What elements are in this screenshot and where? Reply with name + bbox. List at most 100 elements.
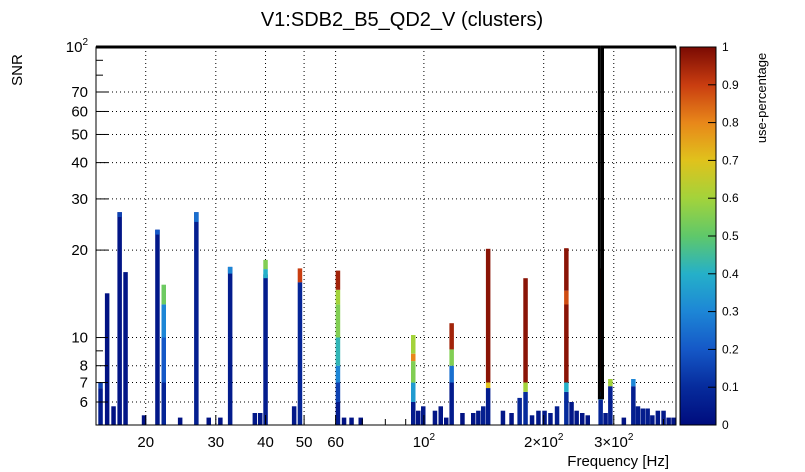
heatmap-cell [460, 413, 465, 425]
heatmap-cell [161, 284, 166, 305]
heatmap-cell [449, 349, 454, 366]
heatmap-cell [335, 382, 341, 402]
heatmap-cell [141, 415, 147, 425]
heatmap-cell [411, 382, 416, 402]
y-tick-label: 40 [71, 155, 88, 172]
x-tick-label: 50 [296, 434, 313, 451]
heatmap-cell [263, 274, 268, 425]
heatmap-cell [564, 304, 569, 383]
heatmap-cell [263, 269, 268, 279]
heatmap-cell [580, 413, 585, 425]
heatmap-cell [564, 248, 569, 291]
x-tick-label: 60 [327, 434, 344, 451]
heatmap-cell [564, 290, 569, 305]
plot-frame-background [96, 47, 676, 425]
heatmap-cell [444, 417, 449, 425]
heatmap-cell [471, 413, 476, 425]
heatmap-cell [523, 382, 528, 392]
heatmap-cell [554, 406, 560, 425]
heatmap-cell [485, 248, 491, 383]
heatmap-cell [123, 272, 128, 425]
colorbar-tick-label: 0.8 [722, 116, 739, 130]
heatmap-cell [529, 415, 535, 425]
y-tick-label: 102 [66, 37, 89, 56]
heatmap-cell [621, 417, 627, 425]
heatmap-cell [603, 413, 608, 425]
colorbar-tick-label: 0.1 [722, 380, 739, 394]
heatmap-cell [640, 408, 646, 425]
heatmap-cell [291, 406, 297, 425]
heatmap-cell [585, 415, 590, 425]
heatmap-cell [117, 212, 122, 425]
heatmap-cell [411, 361, 416, 383]
heatmap-cell [258, 413, 263, 425]
heatmap-cell [98, 382, 103, 388]
heatmap-cell [297, 268, 303, 283]
y-tick-label: 20 [71, 242, 88, 259]
heatmap-cell [485, 388, 491, 425]
heatmap-cell [411, 353, 416, 362]
heatmap-cell [635, 406, 641, 425]
heatmap-cell [335, 337, 341, 366]
y-tick-label: 70 [71, 84, 88, 101]
plot-frame [95, 46, 677, 426]
heatmap-cell [476, 410, 481, 425]
chart-title: V1:SDB2_B5_QD2_V (clusters) [261, 9, 543, 31]
x-tick-label: 40 [257, 434, 274, 451]
heatmap-cell [411, 402, 416, 425]
colorbar-tick-label: 0.7 [722, 153, 739, 167]
heatmap-cell [297, 282, 303, 425]
colorbar-tick-label: 1 [722, 40, 729, 54]
heatmap-cell [335, 365, 341, 383]
y-tick-label: 10 [71, 330, 88, 347]
heatmap-cell [598, 399, 603, 425]
heatmap-cell [416, 410, 421, 425]
heatmap-cell [481, 406, 486, 425]
x-tick-label: 102 [413, 432, 436, 451]
heatmap-cell [523, 391, 528, 425]
heatmap-cell [671, 417, 676, 425]
colorbar-tick-label: 0.9 [722, 78, 739, 92]
heatmap-cell [411, 335, 416, 354]
y-tick-label: 30 [71, 191, 88, 208]
heatmap-cell [569, 402, 574, 425]
heatmap-cell [421, 406, 426, 425]
heatmap-cell [432, 410, 438, 425]
x-axis-label: Frequency [Hz] [567, 453, 669, 470]
colorbar-tick-label: 0.5 [722, 229, 739, 243]
heatmap-cell [574, 410, 579, 425]
colorbar-tick-label: 0 [722, 418, 729, 432]
heatmap-cell [517, 397, 522, 425]
heatmap-cell [608, 379, 613, 387]
heatmap-cell [523, 278, 528, 383]
heatmap-cell [536, 410, 541, 425]
x-tick-label: 20 [137, 434, 154, 451]
heatmap-cell [335, 289, 341, 305]
heatmap-cell [155, 229, 160, 235]
colorbar-ticks: 0 0.1 0.2 0.3 0.4 0.5 0.6 0.7 0.8 0.9 1 [708, 40, 739, 432]
heatmap-cell [542, 410, 547, 425]
heatmap-cell [349, 417, 354, 425]
heatmap-cell [177, 417, 183, 425]
x-tick-label: 2×102 [524, 432, 564, 451]
heatmap-cell [335, 402, 341, 425]
x-tick-label: 3×102 [594, 432, 634, 451]
heatmap-cell [227, 266, 233, 274]
heatmap-cell [227, 266, 233, 425]
colorbar-tick-label: 0.2 [722, 342, 739, 356]
x-tick-label: 30 [207, 434, 224, 451]
heatmap-cell [335, 270, 341, 290]
heatmap-cell [666, 417, 671, 425]
heatmap-cell [485, 382, 491, 388]
heatmap-cell [564, 382, 569, 392]
heatmap-cell [161, 304, 166, 338]
heatmap-cell [608, 386, 613, 425]
heatmap-cell [111, 406, 116, 425]
heatmap-cell [155, 229, 160, 425]
y-tick-label: 60 [71, 103, 88, 120]
heatmap-cell [564, 391, 569, 425]
colorbar-tick-label: 0.4 [722, 267, 739, 281]
colorbar-tick-label: 0.6 [722, 191, 739, 205]
heatmap-cell [117, 212, 122, 217]
heatmap-cell [449, 323, 454, 350]
